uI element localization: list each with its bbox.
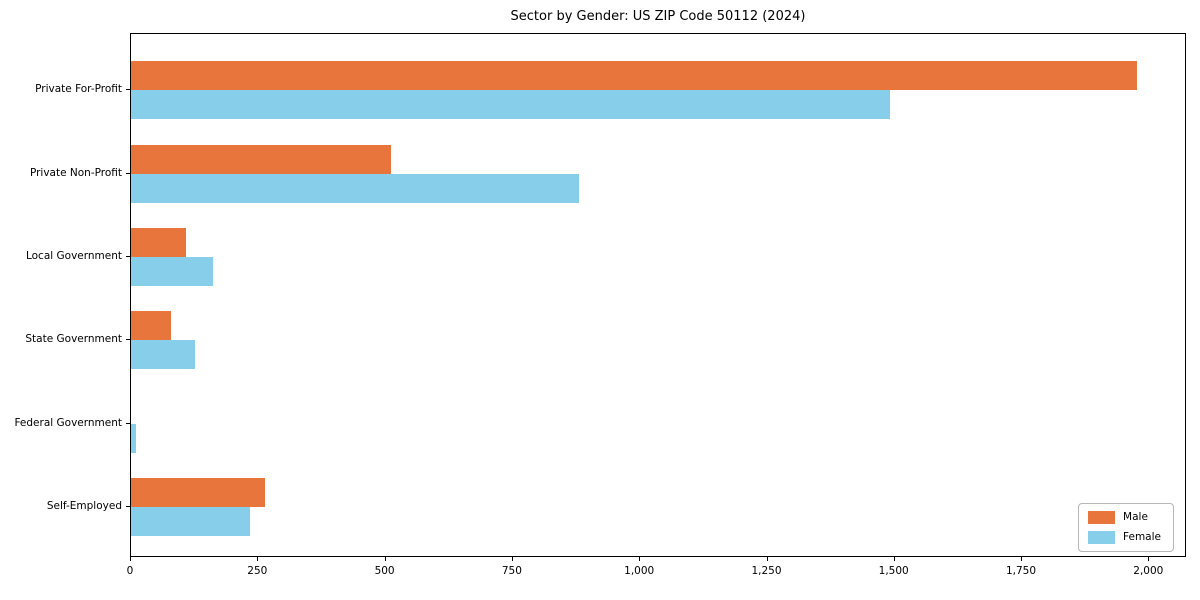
bar-male-private-non-profit — [131, 144, 391, 174]
legend-label-male: Male — [1123, 511, 1148, 523]
xtick-mark — [384, 557, 386, 561]
ytick-label-state-government: State Government — [25, 333, 122, 346]
bar-male-self-employed — [131, 478, 265, 508]
xtick-mark — [639, 557, 641, 561]
xtick-mark — [130, 557, 131, 561]
xtick-label-500: 500 — [374, 565, 395, 577]
bar-male-local-government — [131, 228, 186, 258]
bar-female-federal-government — [131, 423, 136, 453]
ytick-mark — [126, 422, 130, 424]
xtick-label-1500: 1,500 — [878, 565, 909, 577]
chart-title: Sector by Gender: US ZIP Code 50112 (202… — [510, 9, 806, 24]
xtick-mark — [1021, 557, 1022, 561]
xtick-mark — [766, 557, 768, 561]
bar-female-private-non-profit — [131, 173, 580, 203]
legend: Male Female — [1078, 503, 1174, 552]
xtick-label-0: 0 — [126, 565, 134, 577]
ytick-label-federal-government: Federal Government — [14, 416, 122, 429]
bar-male-state-government — [131, 311, 172, 341]
bar-female-state-government — [131, 340, 195, 370]
xtick-mark — [511, 557, 513, 561]
xtick-label-1000: 1,000 — [624, 565, 655, 577]
bar-female-local-government — [131, 257, 213, 287]
plot-area: Male Female — [130, 33, 1186, 557]
xtick-label-2000: 2,000 — [1133, 565, 1164, 577]
legend-item-female: Female — [1088, 531, 1161, 544]
ytick-label-local-government: Local Government — [25, 250, 122, 263]
legend-swatch-female — [1088, 531, 1116, 544]
ytick-label-private-non-profit: Private Non-Profit — [29, 166, 122, 179]
bar-female-self-employed — [131, 507, 250, 537]
bar-male-private-for-profit — [131, 61, 1137, 91]
ytick-mark — [126, 172, 130, 174]
ytick-mark — [126, 256, 130, 258]
xtick-mark — [1148, 557, 1150, 561]
ytick-mark — [126, 506, 130, 508]
xtick-label-1250: 1,250 — [751, 565, 782, 577]
ytick-label-private-for-profit: Private For-Profit — [35, 83, 122, 96]
ytick-mark — [126, 339, 130, 341]
bar-female-private-for-profit — [131, 90, 890, 120]
xtick-mark — [257, 557, 259, 561]
legend-item-male: Male — [1088, 511, 1161, 524]
xtick-mark — [893, 557, 895, 561]
xtick-label-750: 750 — [501, 565, 522, 577]
ytick-mark — [126, 89, 130, 91]
xtick-label-250: 250 — [247, 565, 268, 577]
legend-swatch-male — [1088, 511, 1116, 524]
ytick-label-self-employed: Self-Employed — [46, 500, 122, 513]
xtick-label-1750: 1,750 — [1005, 565, 1037, 577]
legend-label-female: Female — [1123, 531, 1161, 543]
